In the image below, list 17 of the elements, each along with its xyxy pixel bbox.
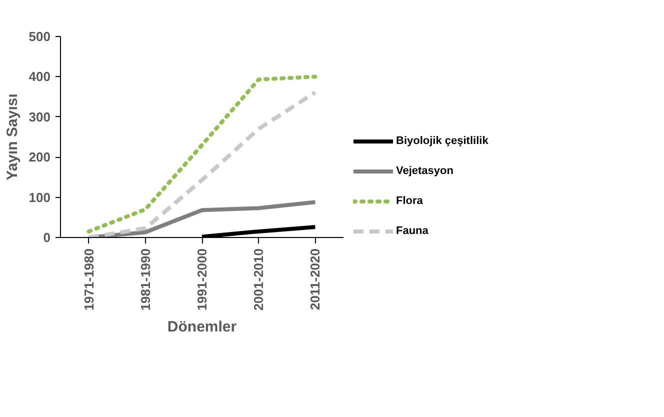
y-axis-title: Yayın Sayısı: [4, 94, 21, 180]
legend-label: Biyolojik çeşitlilik: [396, 135, 488, 147]
y-tick-label: 400: [28, 69, 51, 84]
legend-label: Flora: [396, 195, 423, 207]
x-tick-label: 2001-2010: [251, 248, 266, 311]
y-tick-label: 100: [28, 190, 51, 205]
x-axis-title: Dönemler: [167, 318, 237, 336]
y-tick-label: 300: [28, 109, 51, 124]
x-tick-label: 1991-2000: [194, 248, 210, 311]
x-tick-label: 1981-1990: [138, 248, 153, 311]
y-tick-label: 200: [28, 150, 51, 165]
legend-label: Fauna: [396, 225, 428, 237]
y-tick-label: 0: [43, 230, 51, 245]
y-tick-label: 500: [28, 29, 51, 44]
x-tick-label: 2011-2020: [308, 248, 323, 310]
legend-label: Vejetasyon: [396, 165, 454, 177]
x-tick-label: 1971-1980: [81, 248, 96, 311]
